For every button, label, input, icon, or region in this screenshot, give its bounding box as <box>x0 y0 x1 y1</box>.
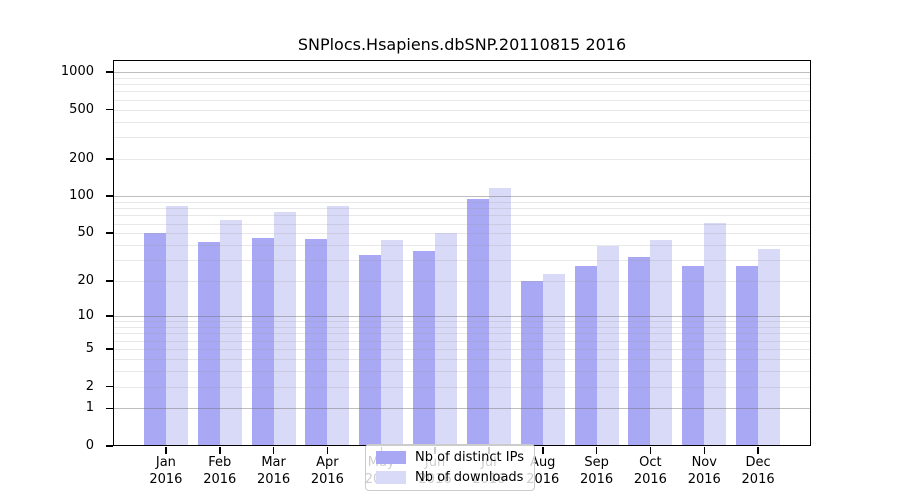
bar-downloads-oct <box>650 239 673 446</box>
bar-downloads-jan <box>165 205 188 446</box>
gridline-minor-300 <box>113 137 811 139</box>
bar-downloads-may <box>381 239 404 446</box>
legend-label-distinct-ips: Nb of distinct IPs <box>415 450 524 465</box>
bar-downloads-sep <box>596 246 619 446</box>
bar-distinct-ips-jan <box>143 233 166 446</box>
x-tick-feb <box>219 447 221 454</box>
x-tick-nov <box>703 447 705 454</box>
legend-row-distinct-ips: Nb of distinct IPs <box>376 450 524 465</box>
x-label-dec: Dec 2016 <box>741 455 775 487</box>
x-label-mar: Mar 2016 <box>257 455 291 487</box>
y-tick-50 <box>106 232 113 234</box>
legend-swatch-distinct-ips <box>376 451 407 464</box>
bar-distinct-ips-feb <box>197 242 220 446</box>
gridline-minor-80 <box>113 208 811 210</box>
bar-downloads-apr <box>327 205 350 446</box>
bar-downloads-aug <box>542 274 565 446</box>
gridline-minor-500 <box>113 109 811 111</box>
y-tick-label-0: 0 <box>85 438 94 453</box>
y-tick-label-10: 10 <box>77 308 94 324</box>
y-tick-label-200: 200 <box>69 150 94 166</box>
y-tick-5 <box>106 348 113 350</box>
bar-downloads-nov <box>704 222 727 446</box>
x-tick-sep <box>595 447 598 454</box>
bar-distinct-ips-jul <box>466 198 489 446</box>
bar-downloads-jun <box>435 233 458 446</box>
gridline-minor-600 <box>113 99 811 101</box>
bar-downloads-mar <box>273 211 296 446</box>
bar-distinct-ips-mar <box>251 237 274 446</box>
x-tick-apr <box>326 447 329 454</box>
legend: Nb of distinct IPs Nb of downloads <box>365 444 535 491</box>
y-axis: 0 1 2 5 10 20 50 100 200 500 1000 <box>0 60 113 453</box>
y-tick-0 <box>106 445 113 447</box>
bar-distinct-ips-may <box>359 255 382 446</box>
plot-area <box>113 60 811 446</box>
gridline-minor-700 <box>113 91 811 93</box>
x-label-nov: Nov 2016 <box>687 455 721 487</box>
gridline-minor-800 <box>113 84 811 86</box>
bar-downloads-feb <box>219 220 242 446</box>
gridline-minor-900 <box>113 77 811 79</box>
y-tick-label-1: 1 <box>85 400 94 416</box>
gridline-minor-400 <box>113 121 811 123</box>
chart-title: SNPlocs.Hsapiens.dbSNP.20110815 2016 <box>297 35 627 54</box>
y-tick-1000 <box>106 71 113 73</box>
gridline-major-1000 <box>113 72 811 74</box>
y-tick-label-2: 2 <box>85 378 94 394</box>
y-tick-label-20: 20 <box>77 273 94 289</box>
y-tick-1 <box>106 407 113 410</box>
x-tick-oct <box>649 447 652 454</box>
x-tick-aug <box>542 447 544 454</box>
x-label-oct: Oct 2016 <box>633 455 667 487</box>
y-tick-200 <box>106 158 113 160</box>
y-tick-label-5: 5 <box>85 341 94 357</box>
bar-distinct-ips-aug <box>520 281 543 446</box>
gridline-major-100 <box>113 196 811 198</box>
bar-distinct-ips-apr <box>305 238 328 446</box>
y-tick-100 <box>106 195 113 197</box>
y-tick-500 <box>106 108 113 111</box>
x-tick-mar <box>272 447 275 454</box>
gridline-minor-90 <box>113 201 811 203</box>
bar-distinct-ips-oct <box>628 256 651 446</box>
y-tick-2 <box>106 385 113 388</box>
y-tick-label-500: 500 <box>69 101 94 117</box>
bar-distinct-ips-sep <box>574 265 597 446</box>
gridline-minor-70 <box>113 215 811 217</box>
legend-swatch-downloads <box>376 471 407 484</box>
x-label-jan: Jan 2016 <box>149 455 183 487</box>
bar-distinct-ips-nov <box>682 265 705 446</box>
y-tick-label-1000: 1000 <box>60 64 94 80</box>
legend-row-downloads: Nb of downloads <box>376 470 524 485</box>
gridline-minor-200 <box>113 158 811 160</box>
x-label-feb: Feb 2016 <box>203 455 237 487</box>
bar-downloads-jul <box>488 187 511 446</box>
x-label-sep: Sep 2016 <box>580 455 614 487</box>
bar-distinct-ips-dec <box>736 265 759 446</box>
y-tick-label-50: 50 <box>77 225 94 241</box>
bar-distinct-ips-jun <box>413 250 436 446</box>
y-tick-20 <box>106 280 113 282</box>
x-tick-jan <box>165 447 167 454</box>
y-tick-10 <box>106 315 113 317</box>
bar-downloads-dec <box>758 249 781 446</box>
x-tick-dec <box>757 447 759 454</box>
legend-label-downloads: Nb of downloads <box>415 470 524 485</box>
y-tick-label-100: 100 <box>69 188 94 204</box>
x-label-apr: Apr 2016 <box>310 455 344 487</box>
